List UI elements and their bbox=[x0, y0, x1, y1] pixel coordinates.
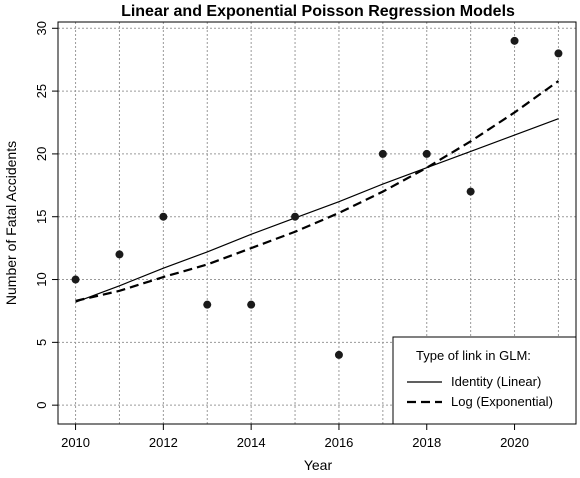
series-line-exponential bbox=[75, 80, 560, 302]
data-point bbox=[291, 212, 300, 221]
data-point bbox=[203, 300, 212, 309]
y-tick-label: 5 bbox=[34, 339, 49, 346]
legend: Type of link in GLM: Identity (Linear) L… bbox=[392, 336, 577, 425]
series-line-linear bbox=[75, 118, 559, 303]
y-axis: 0 5 10 15 20 25 30 bbox=[34, 21, 58, 409]
x-tick-label: 2020 bbox=[500, 435, 529, 450]
points-layer bbox=[71, 36, 563, 359]
x-tick-label: 2010 bbox=[61, 435, 90, 450]
y-tick-label: 30 bbox=[34, 21, 49, 35]
y-tick-label: 20 bbox=[34, 147, 49, 161]
data-point bbox=[510, 36, 519, 45]
data-point bbox=[554, 49, 563, 58]
chart-title: Linear and Exponential Poisson Regressio… bbox=[121, 3, 515, 20]
data-point bbox=[71, 275, 80, 284]
x-tick-label: 2016 bbox=[324, 435, 353, 450]
grid bbox=[58, 22, 576, 424]
y-tick-label: 25 bbox=[34, 84, 49, 98]
y-tick-label: 15 bbox=[34, 209, 49, 223]
y-axis-label: Number of Fatal Accidents bbox=[3, 141, 19, 305]
legend-entry-linear: Identity (Linear) bbox=[451, 374, 541, 389]
legend-box bbox=[392, 336, 577, 425]
data-point bbox=[247, 300, 256, 309]
x-tick-label: 2018 bbox=[412, 435, 441, 450]
y-tick-label: 10 bbox=[34, 272, 49, 286]
data-point bbox=[159, 212, 168, 221]
series-layer bbox=[75, 80, 560, 303]
data-point bbox=[422, 149, 431, 158]
legend-title: Type of link in GLM: bbox=[416, 348, 531, 363]
data-point bbox=[115, 250, 124, 259]
legend-entry-exponential: Log (Exponential) bbox=[451, 394, 553, 409]
x-tick-label: 2014 bbox=[237, 435, 266, 450]
data-point bbox=[378, 149, 387, 158]
x-tick-label: 2012 bbox=[149, 435, 178, 450]
data-point bbox=[466, 187, 475, 196]
data-point bbox=[334, 350, 343, 359]
plot-frame bbox=[57, 21, 577, 425]
x-axis-label: Year bbox=[304, 457, 333, 473]
x-axis: 2010 2012 2014 2016 2018 2020 bbox=[61, 424, 529, 450]
y-tick-label: 0 bbox=[34, 402, 49, 409]
